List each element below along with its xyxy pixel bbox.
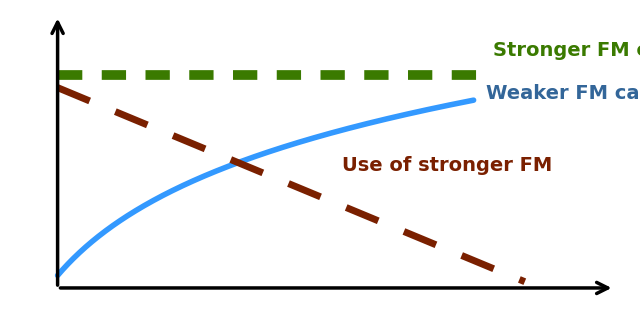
Text: Stronger FM capability: Stronger FM capability — [493, 41, 640, 59]
Text: Use of stronger FM: Use of stronger FM — [342, 156, 553, 175]
Text: Weaker FM capability: Weaker FM capability — [486, 85, 640, 103]
